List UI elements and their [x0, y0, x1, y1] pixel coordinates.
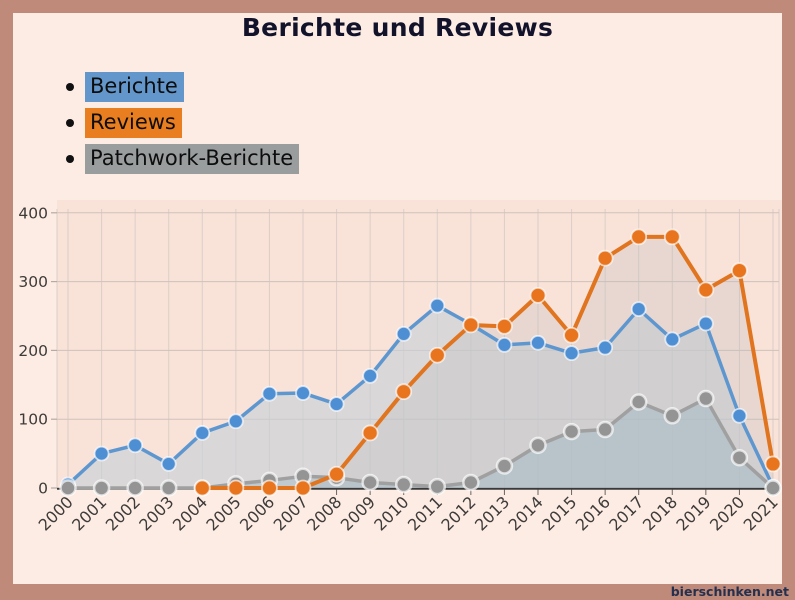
data-point [127, 437, 144, 454]
x-tick-label: 2007 [270, 492, 312, 534]
y-tick-label: 300 [18, 273, 48, 291]
data-point [428, 477, 447, 496]
data-point [630, 301, 647, 318]
data-point [697, 315, 714, 332]
data-point [731, 262, 748, 279]
data-point [361, 424, 379, 442]
legend-item-label: Berichte [85, 72, 184, 102]
area-reviews [202, 236, 773, 488]
data-point [261, 385, 278, 402]
x-tick-label: 2000 [35, 492, 77, 534]
x-tick-label: 2002 [102, 492, 144, 534]
data-point [227, 413, 244, 430]
data-point [529, 436, 547, 455]
bullet-icon [66, 119, 74, 127]
x-tick-label: 2011 [404, 492, 446, 534]
data-point [93, 445, 110, 462]
data-point [730, 448, 749, 467]
data-point [764, 479, 782, 497]
y-tick-label: 400 [18, 204, 48, 222]
data-point [563, 326, 580, 344]
data-point [764, 455, 782, 473]
x-tick-label: 2001 [68, 492, 110, 534]
x-tick-label: 2013 [471, 492, 513, 534]
x-tick-label: 2018 [639, 492, 681, 534]
legend-item-berichte: Berichte [66, 72, 299, 102]
legend-item-label: Reviews [85, 108, 182, 138]
x-tick-label: 2004 [169, 492, 211, 534]
data-point [630, 228, 648, 246]
legend-item-label: Patchwork-Berichte [85, 144, 300, 174]
data-point [596, 420, 614, 439]
x-tick-label: 2005 [202, 492, 244, 534]
x-tick-label: 2009 [337, 492, 379, 534]
x-tick-label: 2017 [605, 492, 647, 534]
data-point [160, 456, 177, 472]
data-point [294, 479, 312, 497]
series-reviews [193, 228, 782, 497]
data-point [664, 331, 681, 348]
x-tick-label: 2016 [572, 492, 614, 534]
data-point [597, 339, 614, 356]
bullet-icon [66, 155, 74, 163]
data-point [328, 396, 345, 412]
y-tick-label: 200 [18, 342, 48, 360]
data-point [394, 475, 413, 494]
page-title: Berichte und Reviews [241, 13, 554, 42]
data-point [697, 389, 715, 408]
data-point [495, 457, 514, 475]
data-point [92, 479, 111, 497]
x-tick-label: 2020 [706, 492, 748, 534]
x-tick-label: 2014 [505, 492, 547, 534]
data-point [596, 249, 614, 267]
data-point [193, 479, 211, 497]
x-tick-label: 2015 [538, 492, 580, 534]
data-point [563, 345, 580, 362]
legend-item-patchwork-berichte: Patchwork-Berichte [66, 144, 300, 174]
data-point [529, 286, 547, 304]
watermark: bierschinken.net [670, 584, 789, 599]
data-point [462, 316, 480, 334]
data-point [663, 228, 681, 246]
data-point [428, 346, 446, 364]
data-point [159, 479, 178, 497]
data-point [530, 334, 546, 351]
data-point [562, 422, 581, 441]
area-patchwork-berichte [68, 398, 773, 488]
data-point [194, 425, 211, 441]
x-tick-label: 2008 [303, 492, 345, 534]
data-point [731, 407, 748, 424]
data-point [295, 385, 311, 401]
data-point [261, 479, 278, 497]
data-point [629, 393, 648, 411]
data-point [462, 473, 480, 492]
data-point [496, 317, 513, 335]
data-point [429, 297, 446, 314]
data-point [361, 473, 379, 492]
data-point [663, 407, 682, 425]
data-point [395, 325, 412, 342]
data-point [328, 465, 345, 483]
data-point [59, 479, 77, 497]
data-point [395, 383, 413, 401]
data-point [496, 336, 513, 353]
area-berichte [68, 305, 773, 488]
x-tick-label: 2019 [672, 492, 714, 534]
data-point [227, 479, 245, 497]
x-tick-label: 2003 [135, 492, 177, 534]
x-tick-label: 2006 [236, 492, 278, 534]
x-tick-label: 2021 [740, 492, 782, 534]
data-point [126, 479, 144, 497]
legend-item-reviews: Reviews [66, 108, 299, 138]
y-tick-label: 100 [18, 411, 48, 429]
series-fills [68, 236, 773, 488]
y-tick-label: 0 [38, 480, 48, 498]
legend: Berichte Reviews Patchwork-Berichte [66, 72, 300, 180]
x-tick-label: 2010 [370, 492, 412, 534]
data-point [697, 281, 715, 299]
data-point [362, 367, 379, 384]
bullet-icon [66, 83, 74, 91]
x-tick-label: 2012 [437, 492, 479, 534]
